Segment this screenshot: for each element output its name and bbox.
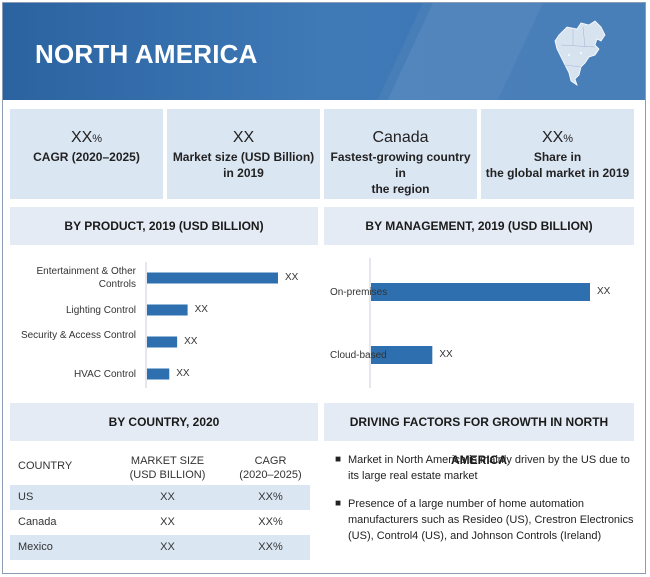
kpi-value: XX%: [70, 129, 103, 146]
table-row: Mexico XX XX%: [10, 535, 310, 560]
category-label: Security & Access Control: [20, 330, 136, 341]
category-label: Entertainment & Other Controls: [36, 266, 137, 290]
bar: [371, 283, 590, 301]
category-label: On-premises: [330, 287, 388, 298]
kpi-label: Share in the global market in 2019: [485, 150, 630, 180]
data-label: XX: [439, 349, 453, 360]
data-label: XX: [194, 304, 208, 315]
kpi-label: Fastest-growing country in the region: [330, 150, 471, 196]
bar: [147, 368, 170, 380]
table-row: Canada XX XX%: [10, 510, 310, 535]
section-title-by-country: BY COUNTRY, 2020: [10, 403, 318, 441]
table-cell-cagr: XX%: [258, 541, 283, 553]
kpi-global-share: XX% Share in the global market in 2019: [481, 109, 634, 199]
category-label: Lighting Control: [65, 305, 136, 316]
driver-text: Presence of a large number of home autom…: [348, 498, 634, 542]
bullet-icon: ■: [335, 454, 342, 465]
data-label: XX: [285, 272, 299, 283]
bar: [147, 272, 278, 284]
table-row: US XX XX%: [10, 485, 310, 510]
table-cell-cagr: XX%: [258, 516, 283, 528]
kpi-value: XX%: [541, 129, 574, 146]
kpi-value: Canada: [372, 129, 429, 146]
table-header-row: COUNTRY MARKET SIZE (USD BILLION) CAGR (…: [10, 448, 310, 484]
section-title-drivers: DRIVING FACTORS FOR GROWTH IN NORTH AMER…: [324, 403, 634, 467]
table-header-cagr: CAGR (2020–2025): [239, 455, 302, 481]
product-bar-chart: [145, 262, 278, 388]
kpi-value: XX: [232, 129, 255, 146]
table-cell-country: Mexico: [18, 541, 53, 553]
kpi-label: Market size (USD Billion) in 2019: [172, 150, 315, 180]
table-cell-cagr: XX%: [258, 491, 283, 503]
bar: [147, 336, 178, 348]
list-item: ■ Presence of a large number of home aut…: [330, 496, 635, 544]
kpi-cagr: XX% CAGR (2020–2025): [10, 109, 163, 199]
table-cell-market-size: XX: [160, 491, 175, 503]
data-label: XX: [176, 368, 190, 379]
north-america-map-icon: [554, 20, 606, 86]
kpi-label: CAGR (2020–2025): [33, 150, 140, 164]
bullet-icon: ■: [335, 498, 342, 509]
bar: [371, 346, 433, 364]
management-bar-chart: [369, 258, 590, 388]
table-cell-country: US: [18, 491, 34, 503]
page-title: NORTH AMERICA: [35, 39, 258, 69]
header-banner: NORTH AMERICA: [3, 3, 645, 100]
driver-text: Market in North America is mainly driven…: [348, 454, 630, 482]
kpi-market-size: XX Market size (USD Billion) in 2019: [167, 109, 320, 199]
table-header-country: COUNTRY: [18, 460, 73, 472]
kpi-fastest-growing: Canada Fastest-growing country in the re…: [324, 109, 477, 199]
data-label: XX: [184, 336, 198, 347]
table-cell-market-size: XX: [160, 541, 175, 553]
table-cell-country: Canada: [18, 516, 57, 528]
category-label: HVAC Control: [73, 369, 136, 380]
section-title-by-product: BY PRODUCT, 2019 (USD BILLION): [10, 207, 318, 245]
table-header-market-size: MARKET SIZE (USD BILLION): [129, 455, 206, 481]
table-cell-market-size: XX: [160, 516, 175, 528]
drivers-list: ■ Market in North America is mainly driv…: [330, 452, 635, 556]
list-item: ■ Market in North America is mainly driv…: [330, 452, 635, 484]
category-label: Cloud-based: [330, 350, 387, 361]
section-title-by-management: BY MANAGEMENT, 2019 (USD BILLION): [324, 207, 634, 245]
bar: [147, 304, 188, 316]
data-label: XX: [597, 286, 611, 297]
